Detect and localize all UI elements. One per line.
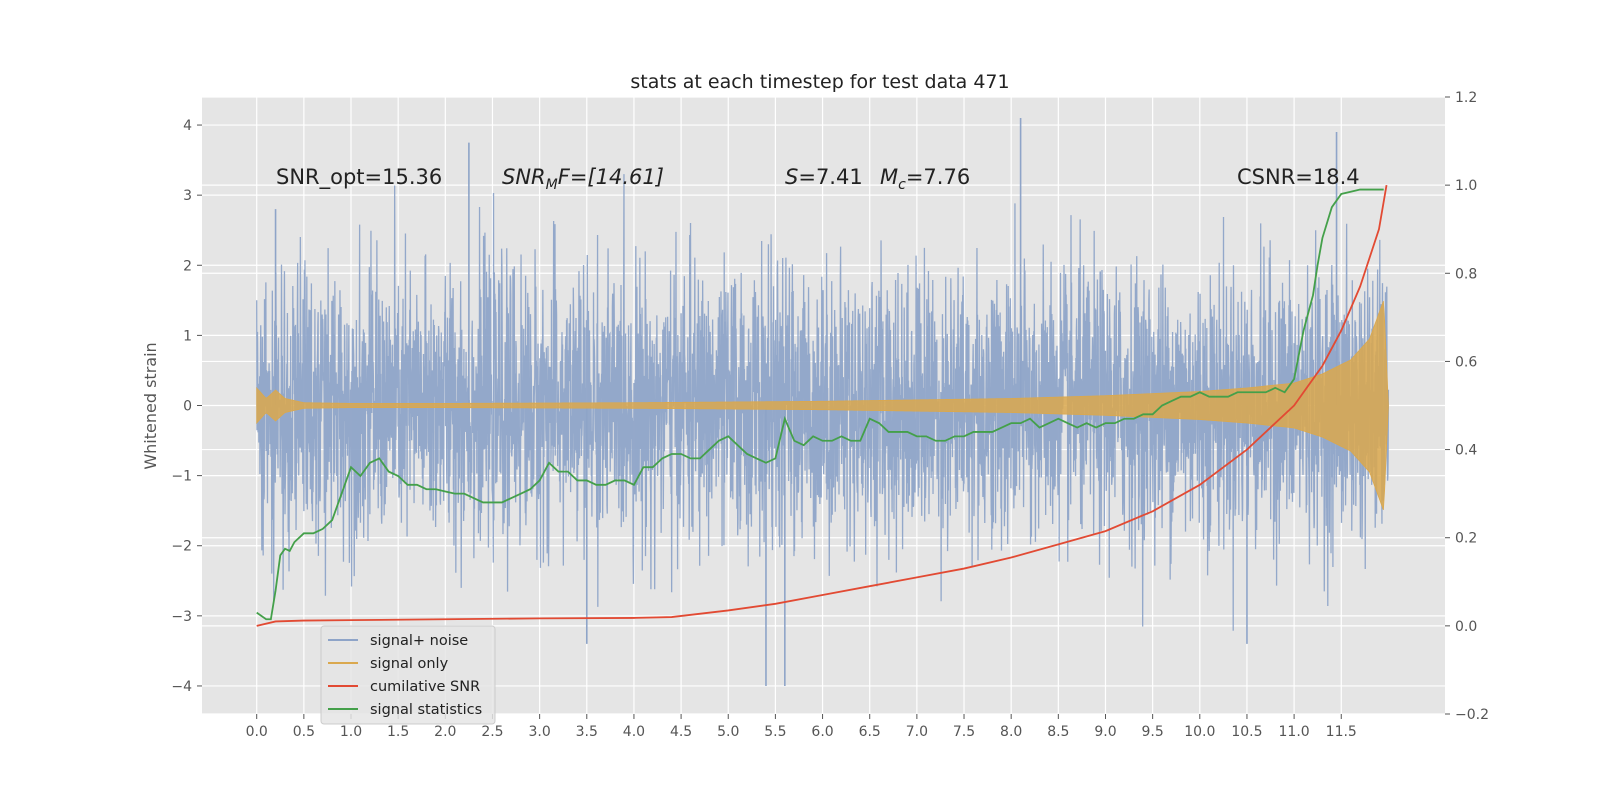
x-tick-label: 0.0 <box>246 724 268 740</box>
y-tick-label: 0 <box>183 399 192 415</box>
y-right-tick-label: 0.0 <box>1455 619 1477 635</box>
legend-label-signal-only: signal only <box>370 656 449 672</box>
signal-only-envelope <box>256 301 1389 510</box>
y-tick-label: −1 <box>171 469 192 485</box>
legend-label-signal-statistics: signal statistics <box>370 702 482 718</box>
legend-label-cumulative-snr: cumilative SNR <box>370 679 480 695</box>
x-tick-label: 2.0 <box>434 724 456 740</box>
series-signal-noise <box>256 118 1390 686</box>
annotation-s-main: S <box>785 165 798 189</box>
x-tick-label: 2.5 <box>481 724 503 740</box>
y-tick-label: 3 <box>183 188 192 204</box>
signal-statistics-line <box>256 188 1384 621</box>
y-right-tick-label: 0.8 <box>1455 266 1477 282</box>
x-tick-label: 1.5 <box>387 724 409 740</box>
annotation-snr-mf: SNRMF=[14.61] <box>502 165 664 193</box>
x-tick-label: 4.0 <box>623 724 645 740</box>
x-tick-label: 4.5 <box>670 724 692 740</box>
annotation-csnr: CSNR=18.4 <box>1237 165 1360 189</box>
x-tick-label: 11.5 <box>1326 724 1357 740</box>
y-tick-label: 2 <box>183 258 192 274</box>
annotations: SNR_opt=15.36 SNRMF=[14.61] S=7.41 Mc=7.… <box>276 165 1360 193</box>
x-tick-label: 9.0 <box>1094 724 1116 740</box>
x-tick-label: 8.5 <box>1047 724 1069 740</box>
y-right-tick-label: 1.0 <box>1455 178 1477 194</box>
x-tick-label: 7.5 <box>953 724 975 740</box>
x-tick-label: 1.0 <box>340 724 362 740</box>
legend-frame <box>320 625 496 725</box>
annotation-s: S=7.41 <box>785 165 863 189</box>
y-right-tick-label: 0.2 <box>1455 531 1477 547</box>
annotation-mc-main: M <box>880 165 898 189</box>
x-tick-label: 9.5 <box>1142 724 1164 740</box>
legend-label-signal-noise: signal+ noise <box>370 633 468 649</box>
series-cumulative-snr <box>256 184 1388 627</box>
annotation-mc: Mc=7.76 <box>880 165 970 193</box>
y-tick-label: 1 <box>183 328 192 344</box>
x-tick-label: 11.0 <box>1279 724 1310 740</box>
annotation-mc-rest: =7.76 <box>906 165 970 189</box>
axes: 0.0 0.5 1.0 1.5 2.0 2.5 3.0 3.5 4.0 4.5 5.0 5.5 6.0 6… <box>171 90 1489 740</box>
y-right-tick-label: 1.2 <box>1455 90 1477 106</box>
annotation-snr-opt: SNR_opt=15.36 <box>276 165 442 190</box>
x-tick-label: 8.0 <box>1000 724 1022 740</box>
y-tick-label: 4 <box>183 118 192 134</box>
y-tick-label: −3 <box>171 609 192 625</box>
signal-noise-line <box>256 174 1390 631</box>
chart-title: stats at each timestep for test data 471 <box>630 71 1009 93</box>
x-tick-label: 7.0 <box>906 724 928 740</box>
x-tick-label: 0.5 <box>293 724 315 740</box>
series-signal-only <box>256 301 1389 510</box>
y-right-tick-label: 0.4 <box>1455 443 1477 459</box>
x-tick-label: 5.0 <box>717 724 739 740</box>
x-tick-label: 3.5 <box>576 724 598 740</box>
x-tick-label: 3.0 <box>528 724 550 740</box>
y-tick-label: −4 <box>171 679 192 695</box>
annotation-s-rest: =7.41 <box>798 165 862 189</box>
y-axis-title: Whitened strain <box>141 342 160 469</box>
annotation-snr-mf-main: SNR <box>502 165 546 189</box>
x-tick-label: 10.0 <box>1184 724 1215 740</box>
y-tick-label: −2 <box>171 539 192 555</box>
x-tick-label: 5.5 <box>764 724 786 740</box>
x-tick-label: 10.5 <box>1231 724 1262 740</box>
cumulative-snr-line <box>256 184 1388 627</box>
legend: signal+ noise signal only cumilative SNR… <box>320 625 496 725</box>
y-right-tick-label: −0.2 <box>1455 707 1489 723</box>
x-tick-label: 6.5 <box>859 724 881 740</box>
y-right-tick-label: 0.6 <box>1455 354 1477 370</box>
annotation-snr-mf-rest: F=[14.61] <box>558 165 664 189</box>
annotation-snr-mf-sub: M <box>546 177 558 193</box>
series-signal-statistics <box>256 188 1384 621</box>
x-tick-label: 6.0 <box>811 724 833 740</box>
annotation-mc-sub: c <box>898 177 906 193</box>
